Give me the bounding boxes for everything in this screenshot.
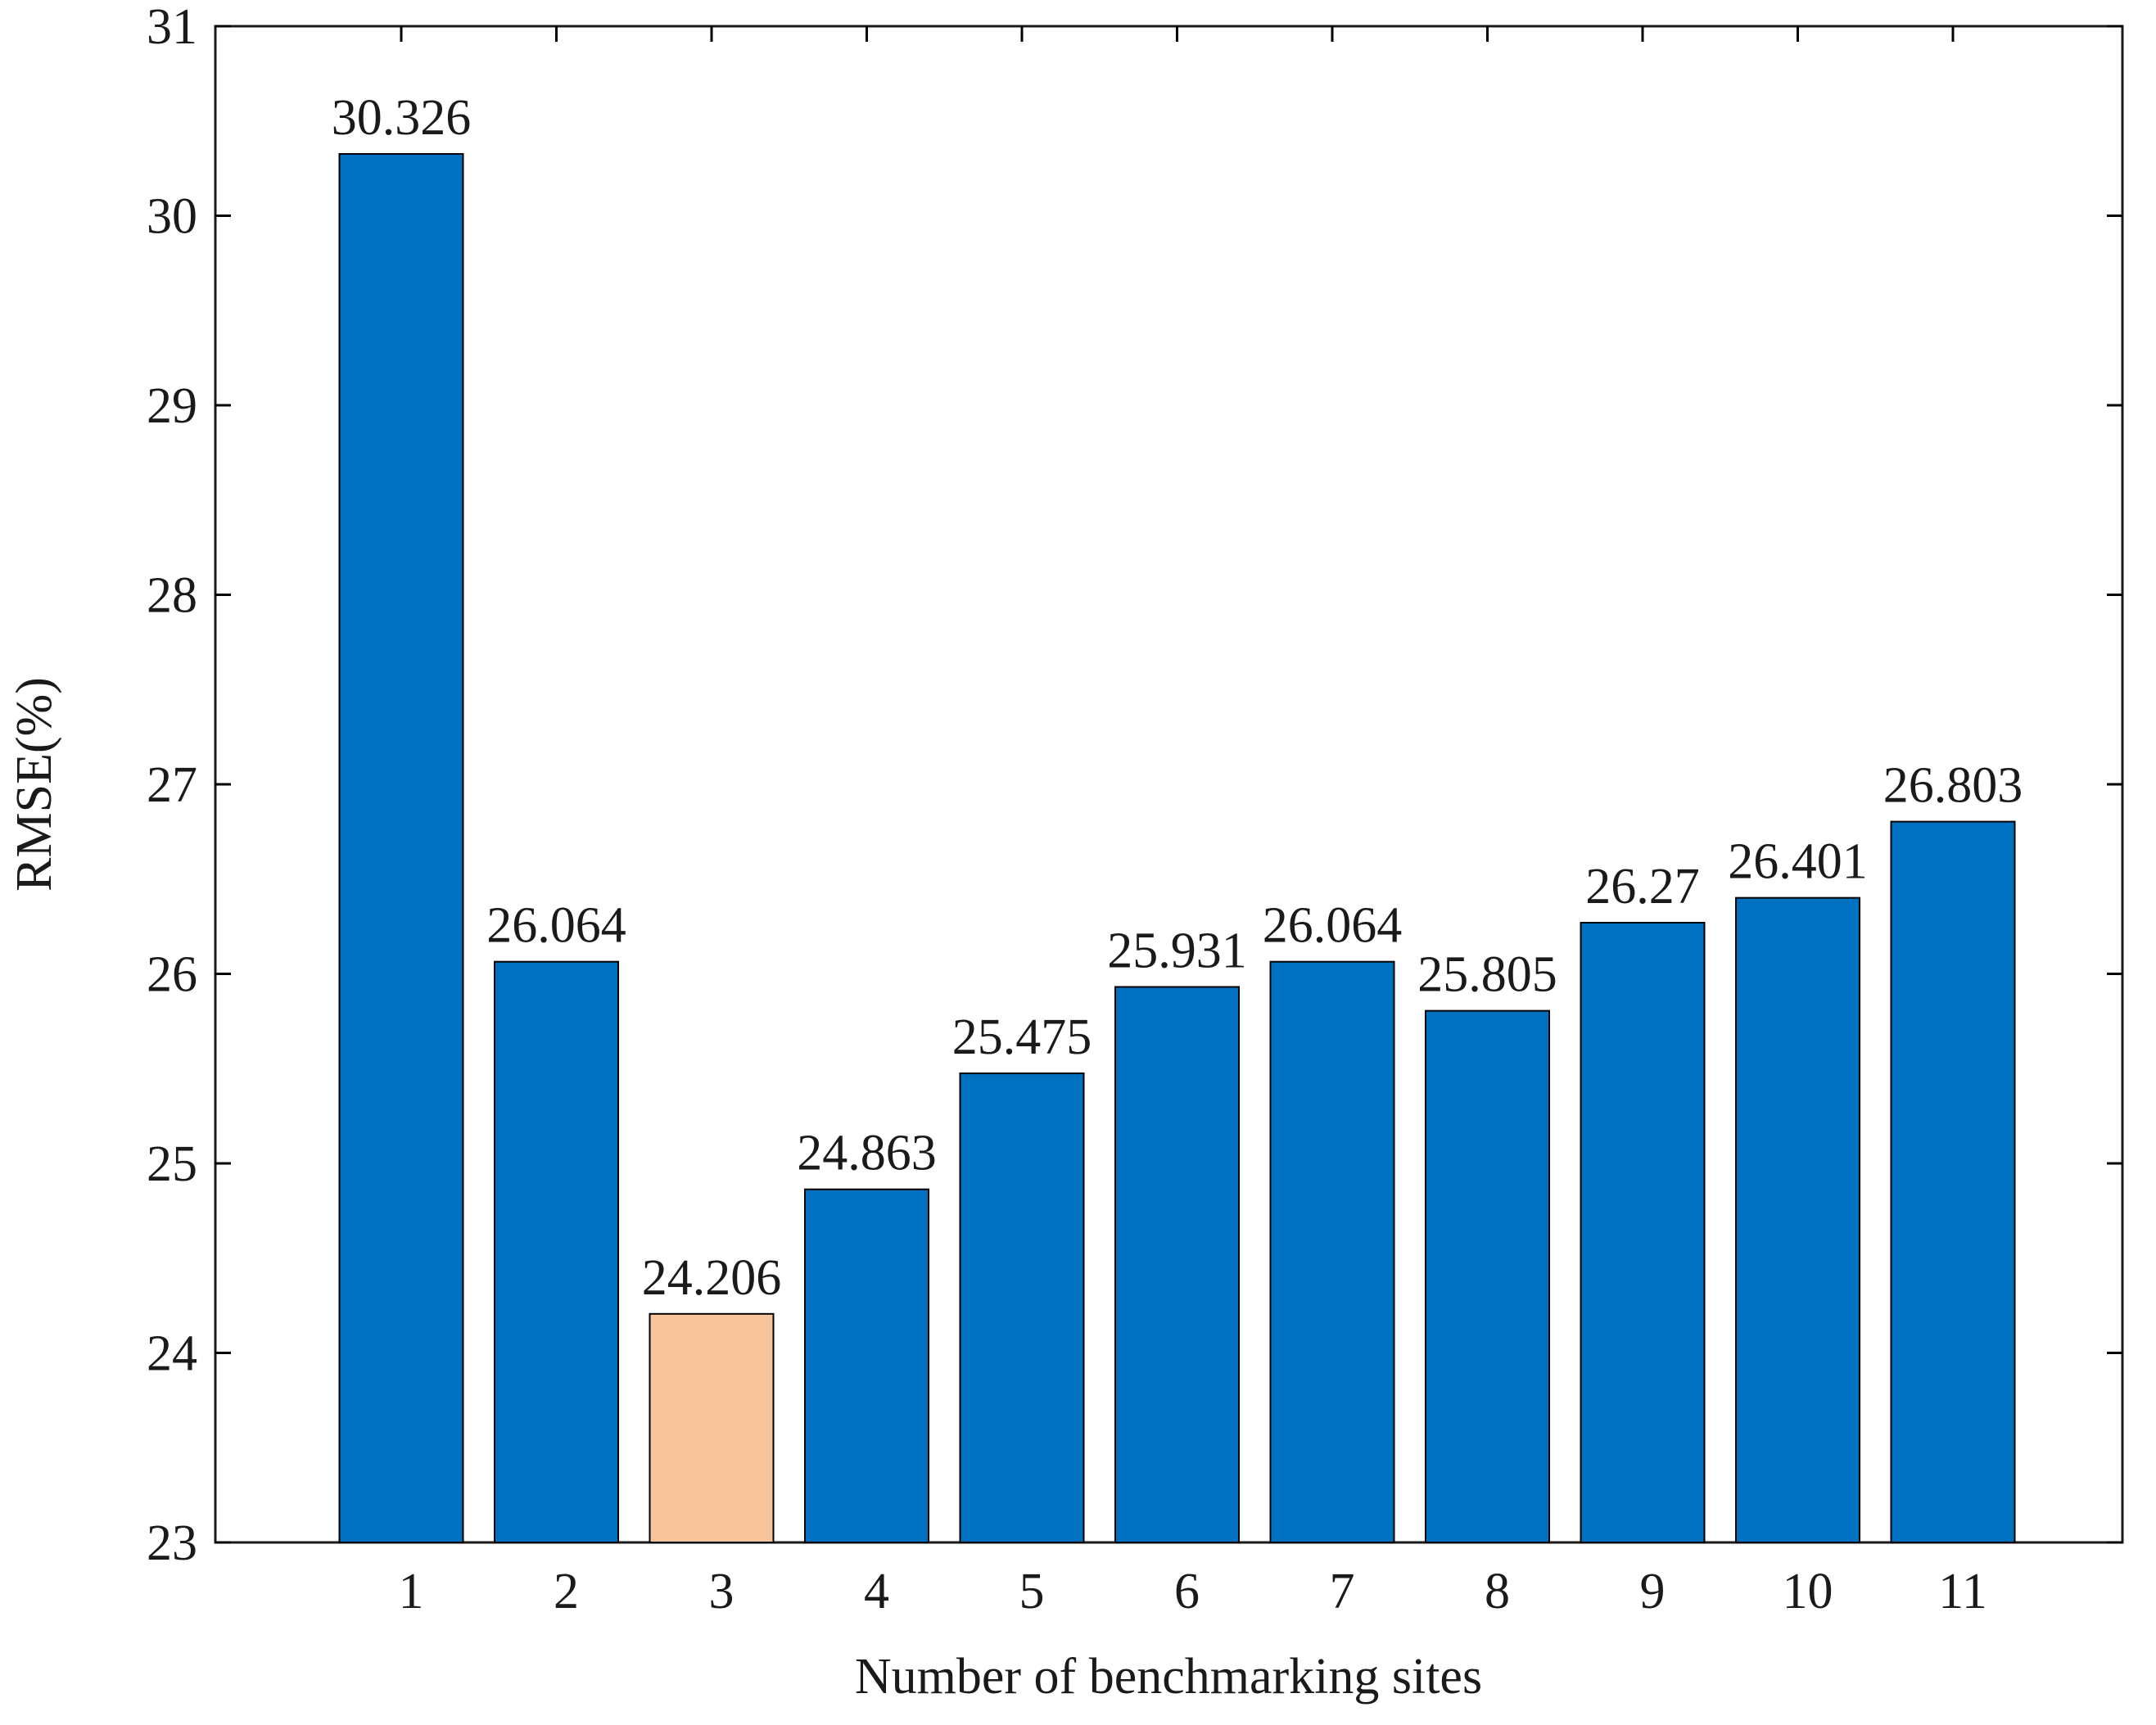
bar-value-label: 24.206 bbox=[642, 1250, 782, 1306]
y-tick-label: 30 bbox=[147, 189, 197, 245]
data-labels: 30.326 26.064 24.206 24.863 25.475 25.931 26.0… bbox=[332, 90, 2023, 1306]
bar-value-label: 26.27 bbox=[1585, 859, 1700, 914]
x-tick-label: 2 bbox=[554, 1564, 579, 1619]
bar-site-9 bbox=[1580, 921, 1706, 1543]
bar-site-7 bbox=[1269, 960, 1395, 1543]
y-tick-label: 24 bbox=[147, 1326, 197, 1382]
y-tick-label: 27 bbox=[147, 757, 197, 813]
x-tick-label: 4 bbox=[864, 1564, 889, 1619]
bar-site-3 bbox=[649, 1312, 775, 1544]
x-tick-label: 8 bbox=[1485, 1564, 1510, 1619]
x-axis-label: Number of benchmarking sites bbox=[855, 1649, 1482, 1705]
x-tick-label: 11 bbox=[1938, 1564, 1987, 1619]
bar-value-label: 25.805 bbox=[1417, 947, 1557, 1003]
bar-series bbox=[338, 153, 2016, 1544]
bar-value-label: 26.401 bbox=[1728, 834, 1868, 890]
x-tick-label: 1 bbox=[399, 1564, 424, 1619]
y-tick-label: 25 bbox=[147, 1136, 197, 1192]
bar-value-label: 30.326 bbox=[332, 90, 472, 146]
bar-value-label: 25.931 bbox=[1107, 923, 1247, 978]
bar-value-label: 26.064 bbox=[486, 898, 626, 954]
x-tick-label: 6 bbox=[1174, 1564, 1200, 1619]
bar-site-6 bbox=[1114, 986, 1240, 1543]
bar-value-label: 24.863 bbox=[797, 1126, 937, 1181]
y-tick-label: 26 bbox=[147, 947, 197, 1003]
bar-value-label: 25.475 bbox=[952, 1009, 1092, 1065]
y-axis-ticks: 23 24 25 26 27 28 29 30 31 bbox=[147, 0, 2122, 1571]
bar-site-11 bbox=[1890, 820, 2016, 1543]
bar-site-1 bbox=[338, 153, 464, 1543]
bar-site-2 bbox=[494, 960, 619, 1543]
x-tick-label: 10 bbox=[1783, 1564, 1833, 1619]
bar-site-4 bbox=[804, 1188, 929, 1543]
x-tick-label: 9 bbox=[1640, 1564, 1666, 1619]
y-tick-label: 23 bbox=[147, 1515, 197, 1571]
bar-site-5 bbox=[959, 1072, 1085, 1543]
x-tick-label: 5 bbox=[1019, 1564, 1045, 1619]
y-tick-label: 28 bbox=[147, 568, 197, 624]
y-tick-label: 31 bbox=[147, 0, 197, 55]
x-tick-label: 7 bbox=[1330, 1564, 1355, 1619]
bar-value-label: 26.064 bbox=[1263, 898, 1403, 954]
y-tick-label: 29 bbox=[147, 378, 197, 434]
y-axis-label: RMSE(%) bbox=[7, 677, 62, 892]
bar-site-10 bbox=[1735, 896, 1860, 1543]
bar-value-label: 26.803 bbox=[1883, 758, 2023, 814]
bar-site-8 bbox=[1425, 1009, 1550, 1543]
x-tick-label: 3 bbox=[709, 1564, 734, 1619]
